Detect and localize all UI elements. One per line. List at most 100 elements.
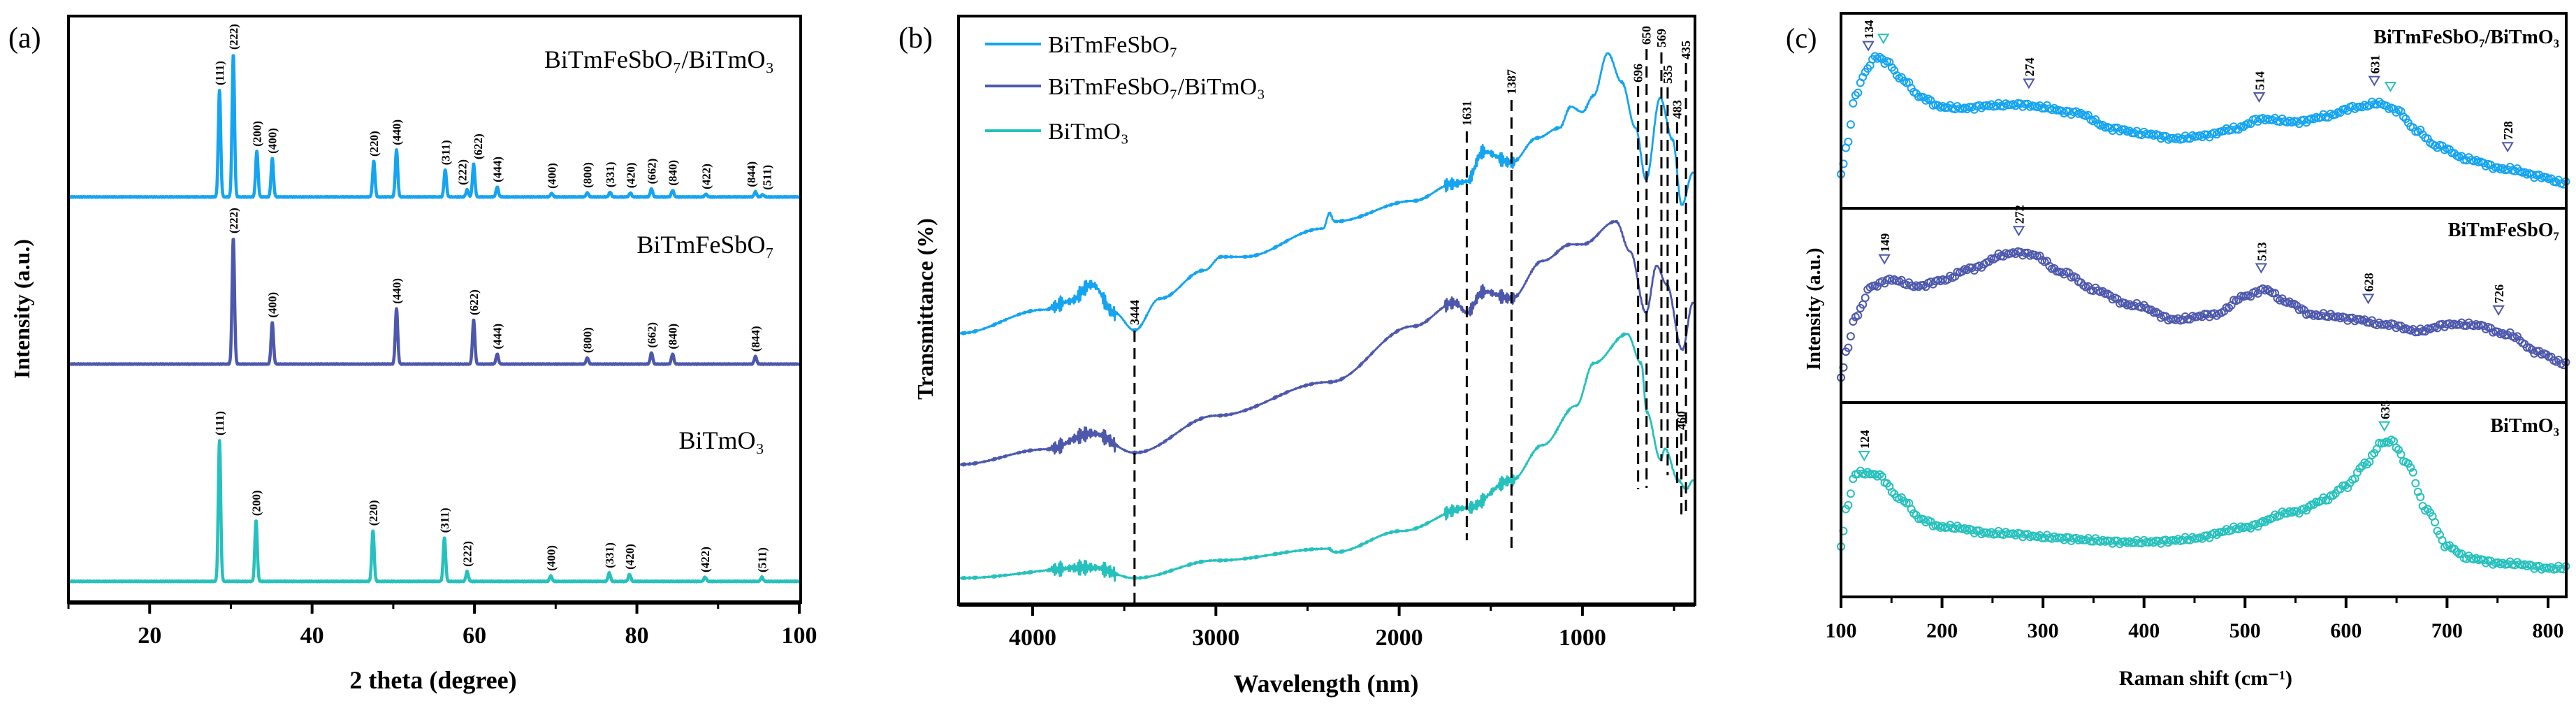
band-label: 3444 — [1128, 300, 1142, 325]
hkl-label: (400) — [544, 545, 558, 571]
data-point — [2399, 113, 2408, 121]
peak-triangle-marker — [2378, 421, 2391, 432]
band-label: 460 — [1675, 411, 1689, 430]
data-point — [2283, 509, 2292, 518]
data-point — [2251, 287, 2260, 296]
data-point — [2225, 303, 2234, 312]
hkl-label: (220) — [367, 500, 380, 526]
peak-label: 635 — [2378, 400, 2392, 419]
x-tick-label: 200 — [1926, 619, 1958, 642]
data-point — [2355, 464, 2364, 473]
data-point — [2481, 161, 2490, 171]
peak-label: 272 — [2012, 205, 2026, 224]
hkl-label: (440) — [391, 120, 404, 145]
peak-label: 274 — [2023, 57, 2037, 76]
data-point — [2392, 108, 2401, 117]
data-point — [2098, 121, 2107, 129]
data-point — [1974, 261, 1984, 270]
peak-label: 134 — [1862, 20, 1876, 39]
data-point — [2035, 251, 2044, 260]
x-axis-title: Wavelength (nm) — [1234, 670, 1419, 698]
data-point — [1907, 505, 1916, 514]
data-point — [2413, 487, 2422, 496]
peak-label: 149 — [1878, 233, 1892, 252]
data-point — [1887, 488, 1896, 496]
sample-label: BiTmO₃ — [678, 426, 764, 454]
peak-label: 728 — [2501, 121, 2515, 140]
data-point — [1851, 91, 1860, 100]
data-point — [1870, 470, 1879, 479]
data-point — [2552, 178, 2561, 187]
hkl-label: (511) — [761, 165, 774, 190]
peak-triangle-marker — [2492, 305, 2505, 316]
data-point — [2411, 479, 2420, 488]
x-tick-label: 500 — [2229, 619, 2261, 642]
data-point — [1844, 137, 1853, 146]
hkl-label: (662) — [645, 322, 658, 348]
sample-label: BiTmFeSbO₇/BiTmO₃ — [544, 45, 774, 73]
hkl-label: (800) — [581, 327, 595, 353]
band-label: 1387 — [1504, 69, 1518, 94]
data-point — [2285, 297, 2294, 306]
hkl-label: (800) — [581, 162, 595, 188]
peak-label: 513 — [2255, 243, 2269, 261]
y-axis-title: Transmittance (%) — [912, 218, 938, 400]
data-point — [2416, 493, 2425, 501]
data-point — [2157, 313, 2165, 322]
data-point — [2072, 533, 2081, 542]
hkl-label: (311) — [439, 140, 452, 165]
data-point — [1933, 521, 1942, 530]
data-point — [2353, 468, 2362, 477]
hkl-label: (840) — [667, 324, 680, 349]
xrd-trace — [67, 238, 801, 366]
panel-a-xrd: (111)(222)(200) (400) (220) (440)(311)(222)… — [8, 15, 817, 694]
data-point — [1878, 277, 1886, 286]
peak-label: 124 — [1858, 430, 1872, 449]
peak-label: 628 — [2362, 273, 2376, 291]
data-point — [1878, 55, 1886, 64]
hkl-label: (200) — [251, 121, 264, 147]
raman-series — [1837, 435, 2570, 574]
sample-label: BiTmFeSbO₇/BiTmO₃ — [2373, 27, 2559, 48]
data-point — [2120, 298, 2129, 308]
data-point — [2370, 449, 2379, 458]
data-point — [2324, 496, 2333, 505]
plot-frame — [67, 15, 802, 604]
data-point — [2394, 445, 2403, 454]
data-point — [1844, 343, 1853, 352]
hkl-label: (422) — [699, 547, 712, 572]
hkl-label: (662) — [645, 159, 658, 185]
peak-triangle-marker — [2384, 81, 2397, 92]
peak-triangle-marker — [1862, 41, 1875, 52]
data-point — [1926, 96, 1935, 105]
data-point — [2072, 273, 2081, 282]
data-point — [2222, 525, 2231, 534]
band-label: 435 — [1679, 41, 1693, 59]
band-label: 696 — [1631, 64, 1645, 82]
data-point — [2343, 484, 2352, 492]
data-point — [1865, 470, 1875, 479]
xrd-trace — [67, 439, 801, 584]
data-point — [2431, 518, 2440, 527]
data-point — [1958, 267, 1967, 276]
x-tick-label: 60 — [463, 623, 486, 649]
data-point — [2494, 163, 2503, 172]
x-tick-label: 1000 — [1559, 625, 1606, 651]
data-point — [2452, 547, 2461, 556]
hkl-label: (222) — [227, 208, 240, 233]
data-point — [1849, 99, 1858, 108]
hkl-label: (331) — [604, 161, 617, 187]
data-point — [1875, 470, 1884, 479]
sample-label: BiTmO₃ — [2490, 415, 2559, 437]
data-point — [2042, 257, 2051, 266]
hkl-label: (840) — [667, 160, 680, 186]
hkl-label: (400) — [266, 128, 279, 154]
data-point — [1933, 101, 1942, 110]
data-point — [2164, 538, 2173, 547]
data-point — [2457, 549, 2466, 558]
hkl-label: (444) — [491, 157, 504, 182]
data-point — [1885, 274, 1894, 283]
y-axis-title: Intensity (a.u.) — [9, 239, 34, 379]
sample-label: BiTmFeSbO₇ — [2448, 219, 2559, 241]
x-tick-label: 80 — [625, 623, 649, 649]
